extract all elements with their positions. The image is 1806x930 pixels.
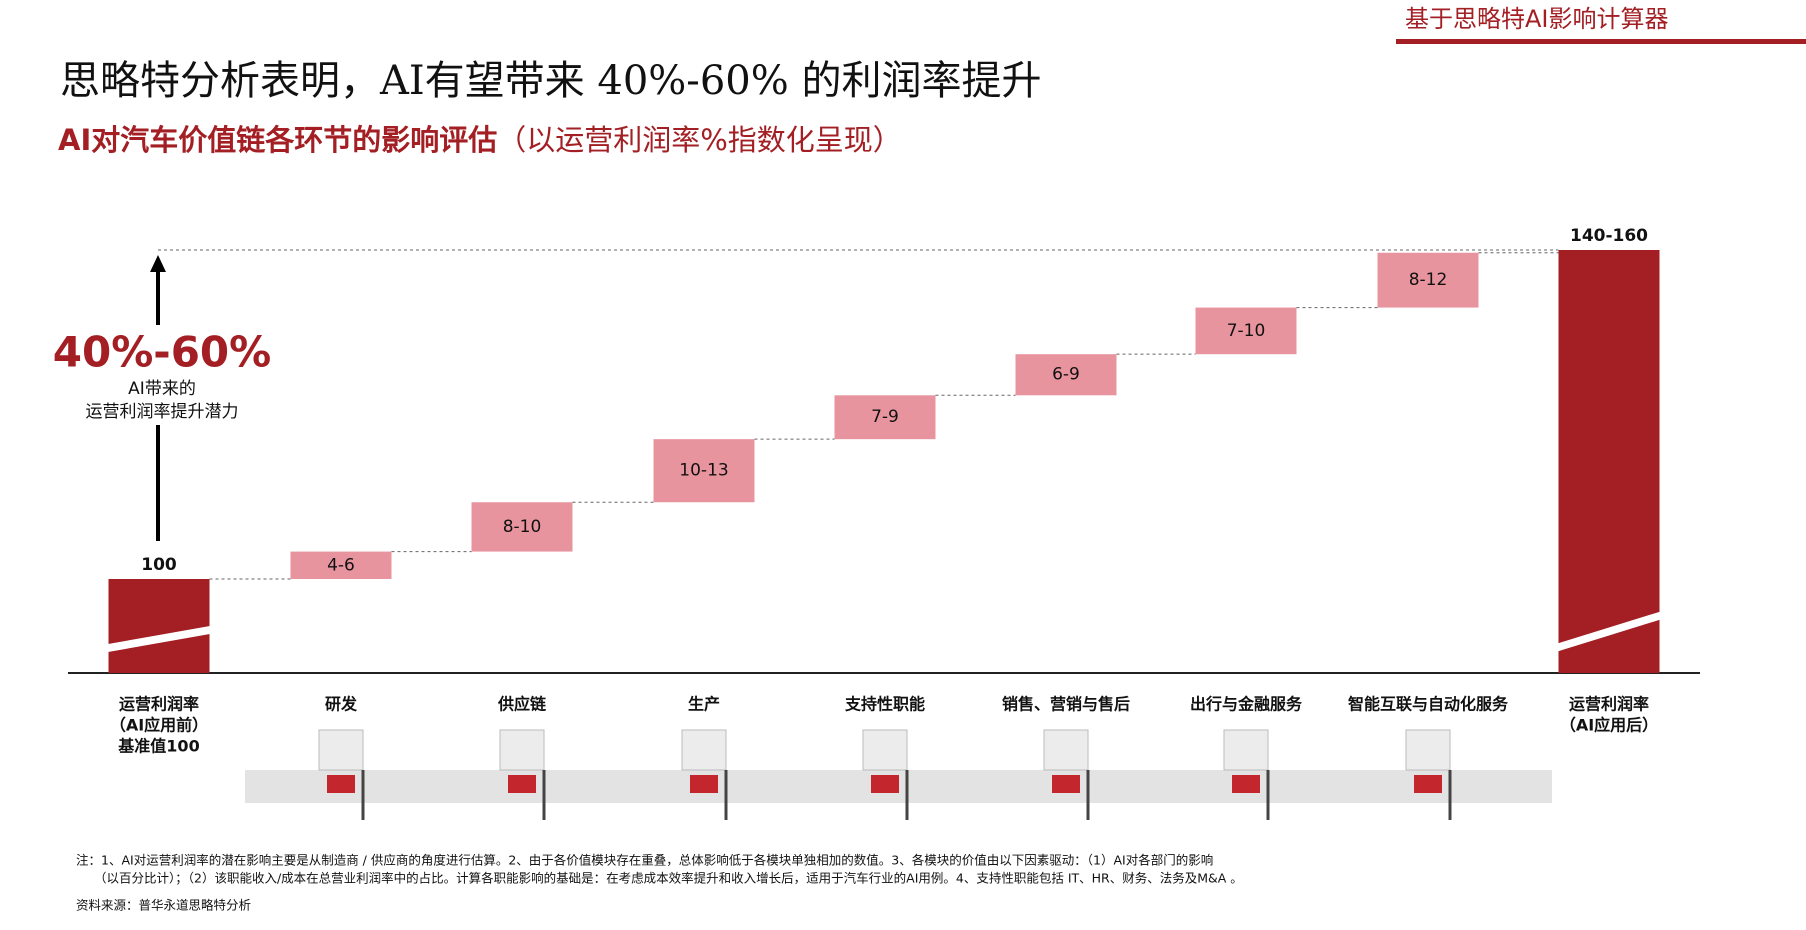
value-label: 6-9 (1052, 365, 1080, 385)
value-label: 8-12 (1409, 270, 1448, 290)
value-label: 8-10 (503, 517, 542, 537)
x-tick-label: 运营利润率 (1569, 695, 1649, 714)
step-bar (290, 551, 392, 579)
chart-subtitle: AI对汽车价值链各环节的影响评估 (58, 123, 497, 157)
step-bar (1015, 354, 1117, 396)
value-label: 100 (141, 555, 177, 575)
icon-panel (862, 729, 908, 771)
icon-panel (1405, 729, 1451, 771)
step-bar (834, 395, 936, 440)
icon-accent (327, 775, 355, 793)
step-bar (471, 502, 573, 552)
x-tick-label: 出行与金融服务 (1190, 695, 1303, 714)
value-label: 10-13 (679, 461, 728, 481)
axis-break (1552, 610, 1666, 653)
icon-accent (1232, 775, 1260, 793)
annotation-bg (60, 325, 260, 425)
icon-accent (871, 775, 899, 793)
x-tick-label: 智能互联与自动化服务 (1348, 695, 1509, 714)
step-bar (1377, 252, 1479, 308)
icon-accent (1052, 775, 1080, 793)
annotation-line: AI带来的 (128, 379, 196, 399)
icon-panel (1223, 729, 1269, 771)
icon-accent (1414, 775, 1442, 793)
step-bar (653, 439, 755, 503)
arrow-head (150, 255, 166, 272)
note: （以百分比计）；（2）该职能收入/成本在总营业利润率中的占比。计算各职能影响的基… (94, 871, 1243, 886)
x-tick-label: 生产 (688, 695, 720, 714)
x-tick-label: （AI应用后） (1560, 716, 1658, 735)
x-tick-label: 基准值100 (117, 737, 199, 756)
icon-panel (681, 729, 727, 771)
annotation-line: 运营利润率提升潜力 (86, 402, 239, 422)
x-tick-label: 支持性职能 (844, 695, 925, 714)
chart-subtitle-note: （以运营利润率%指数化呈现） (497, 123, 902, 157)
header-tag: 基于思略特AI影响计算器 (1405, 5, 1669, 33)
icon-panel (318, 729, 364, 771)
x-tick-label: 销售、营销与售后 (1002, 695, 1130, 714)
bar (1558, 250, 1660, 673)
source: 资料来源：普华永道思略特分析 (76, 898, 251, 913)
bar (108, 579, 210, 673)
step-bar (1195, 307, 1297, 355)
axis-break (102, 625, 216, 653)
annotation-headline: 40%-60% (53, 328, 272, 377)
value-label: 140-160 (1570, 226, 1648, 246)
header-rule (1396, 39, 1806, 44)
value-label: 7-10 (1227, 321, 1266, 341)
icon-panel (499, 729, 545, 771)
chart-title: 思略特分析表明，AI有望带来 40%-60% 的利润率提升 (60, 58, 1041, 104)
note: 注：1、AI对运营利润率的潜在影响主要是从制造商 / 供应商的角度进行估算。2、… (76, 853, 1213, 868)
icon-accent (690, 775, 718, 793)
value-label: 7-9 (871, 407, 899, 427)
x-tick-label: 研发 (325, 695, 358, 714)
x-tick-label: 供应链 (497, 695, 547, 714)
value-label: 4-6 (327, 555, 355, 575)
icon-panel (1043, 729, 1089, 771)
icon-accent (508, 775, 536, 793)
x-tick-label: （AI应用前） (110, 716, 208, 735)
x-tick-label: 运营利润率 (119, 695, 199, 714)
